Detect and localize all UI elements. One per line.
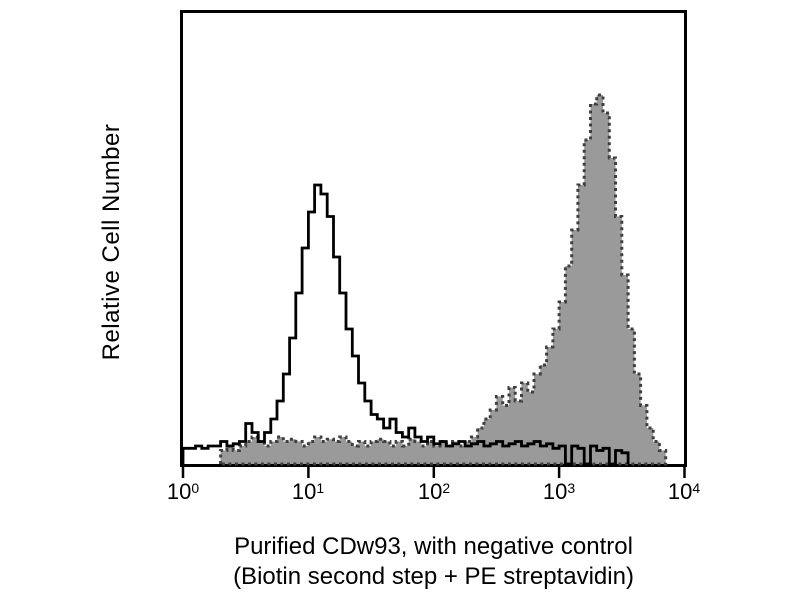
x-tick-label-10e3: 103 [542,479,576,504]
x-axis-title-line1: Purified CDw93, with negative control [234,533,633,560]
histogram-series-group [181,93,668,466]
x-tick-label-10e1: 101 [291,479,325,504]
x-axis-title-line2: (Biotin second step + PE streptavidin) [233,563,634,590]
x-tick-label-10e2: 102 [417,479,451,504]
x-axis-ticks [181,467,686,478]
plot-border [180,10,687,467]
x-tick-label-10e4: 104 [667,479,701,504]
series-purified-cdw93 [219,93,668,466]
x-tick-label-10e0: 100 [166,479,200,504]
series-negative-control [181,183,630,466]
y-axis-label: Relative Cell Number [98,123,125,361]
